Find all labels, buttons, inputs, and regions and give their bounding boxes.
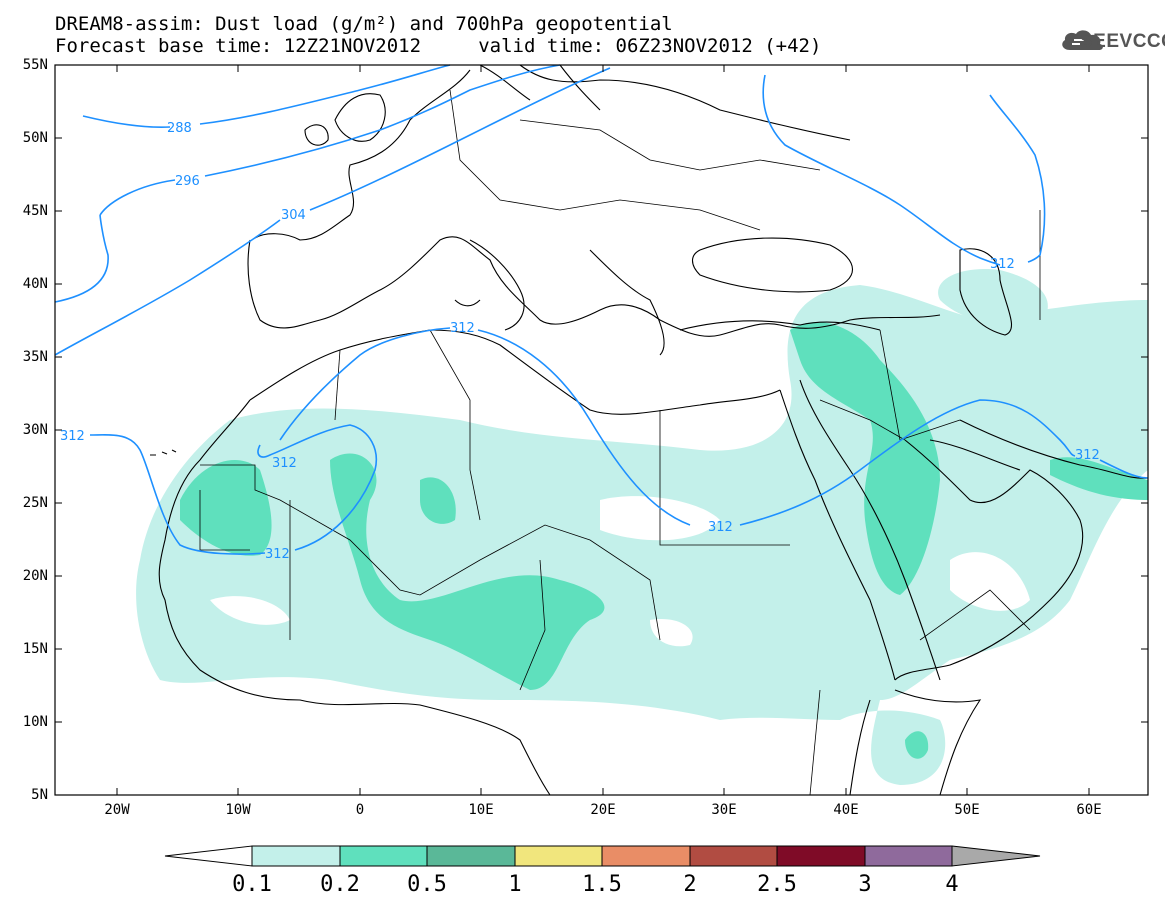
forecast-time-info: Forecast base time: 12Z21NOV2012 valid t… [55,35,822,57]
contour-label-312: 312 [265,547,290,562]
colorbar-label: 2 [683,872,697,897]
lat-label: 50N [22,130,48,146]
dust-mid-layer [180,321,1148,759]
lat-ticks [55,64,1148,723]
colorbar-label: 2.5 [757,872,797,897]
borders [199,89,1041,796]
logo-text: SEEVCCC [1080,31,1165,52]
colorbar-label: 0.5 [407,872,447,897]
colorbar [164,845,1041,867]
colorbar-bin [776,845,866,867]
lat-label: 30N [22,422,48,438]
geopotential-contours [54,64,1149,555]
contour-label-312: 312 [60,429,85,444]
lon-label: 20E [590,802,616,818]
contour-label-312: 312 [990,257,1015,272]
colorbar-label: 0.1 [232,872,272,897]
lat-label: 35N [22,349,48,365]
lon-label: 30E [711,802,737,818]
map-title: DREAM8-assim: Dust load (g/m²) and 700hP… [55,13,673,35]
contour-label-312: 312 [708,520,733,535]
lat-label: 40N [22,276,48,292]
colorbar-bin [601,845,691,867]
colorbar-bin [251,845,341,867]
colorbar-label: 1 [508,872,522,897]
colorbar-label: 1.5 [582,872,622,897]
lon-label: 10W [225,802,251,818]
colorbar-max-arrow [951,845,1041,867]
colorbar-bin [864,845,953,867]
contour-label-288: 288 [167,121,192,136]
lat-label: 25N [22,495,48,511]
lat-label: 55N [22,57,48,73]
contour-labels: 288 296 304 312 312 312 312 312 312 312 [60,121,1100,562]
lon-label: 0 [355,802,365,818]
lat-label: 20N [22,568,48,584]
lat-label: 10N [22,714,48,730]
lon-label: 20W [104,802,130,818]
lon-label: 40E [833,802,859,818]
lat-label: 15N [22,641,48,657]
lat-label: 5N [31,787,48,803]
lon-label: 50E [954,802,980,818]
contour-label-296: 296 [175,174,200,189]
lon-label: 10E [468,802,494,818]
lat-label: 45N [22,203,48,219]
lon-label: 60E [1076,802,1102,818]
contour-label-304: 304 [281,208,306,223]
colorbar-label: 0.2 [320,872,360,897]
cloud-icon [1062,30,1103,50]
colorbar-bin [426,845,516,867]
colorbar-bin [339,845,428,867]
colorbar-bin [514,845,603,867]
colorbar-label: 3 [858,872,872,897]
contour-label-312: 312 [450,321,475,336]
colorbar-label: 4 [945,872,959,897]
lon-ticks [116,65,1090,795]
contour-label-312: 312 [272,456,297,471]
contour-label-312: 312 [1075,448,1100,463]
colorbar-min-arrow [164,845,253,867]
colorbar-bin [689,845,778,867]
